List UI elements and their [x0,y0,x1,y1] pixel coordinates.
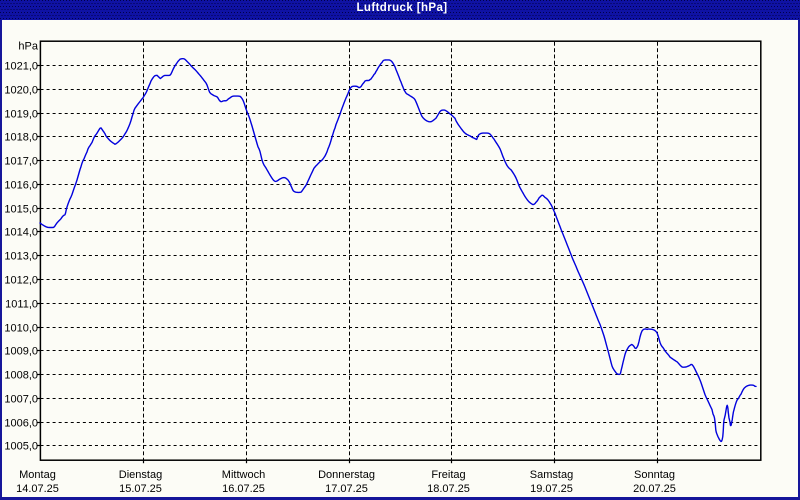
svg-text:1008,0: 1008,0 [4,370,38,382]
svg-text:Donnerstag: Donnerstag [318,469,375,481]
svg-text:Samstag: Samstag [530,469,573,481]
svg-text:1007,0: 1007,0 [4,394,38,406]
svg-text:15.07.25: 15.07.25 [119,483,162,495]
svg-text:19.07.25: 19.07.25 [530,483,573,495]
svg-text:1016,0: 1016,0 [4,180,38,192]
svg-text:1005,0: 1005,0 [4,441,38,453]
svg-text:1012,0: 1012,0 [4,275,38,287]
svg-text:1013,0: 1013,0 [4,251,38,263]
svg-text:1020,0: 1020,0 [4,85,38,97]
svg-text:20.07.25: 20.07.25 [633,483,676,495]
svg-text:1019,0: 1019,0 [4,109,38,121]
svg-text:Dienstag: Dienstag [119,469,162,481]
svg-text:14.07.25: 14.07.25 [16,483,59,495]
svg-text:1010,0: 1010,0 [4,323,38,335]
svg-text:1017,0: 1017,0 [4,156,38,168]
svg-text:Freitag: Freitag [431,469,465,481]
svg-text:16.07.25: 16.07.25 [222,483,265,495]
svg-text:1015,0: 1015,0 [4,204,38,216]
svg-text:1009,0: 1009,0 [4,346,38,358]
svg-text:17.07.25: 17.07.25 [325,483,368,495]
svg-text:1018,0: 1018,0 [4,132,38,144]
svg-text:1006,0: 1006,0 [4,418,38,430]
svg-text:Montag: Montag [19,469,56,481]
svg-text:Mittwoch: Mittwoch [222,469,265,481]
svg-text:Sonntag: Sonntag [634,469,675,481]
svg-text:1014,0: 1014,0 [4,227,38,239]
svg-text:18.07.25: 18.07.25 [427,483,470,495]
svg-text:1021,0: 1021,0 [4,61,38,73]
svg-text:1011,0: 1011,0 [5,299,38,311]
svg-text:hPa: hPa [18,41,38,53]
